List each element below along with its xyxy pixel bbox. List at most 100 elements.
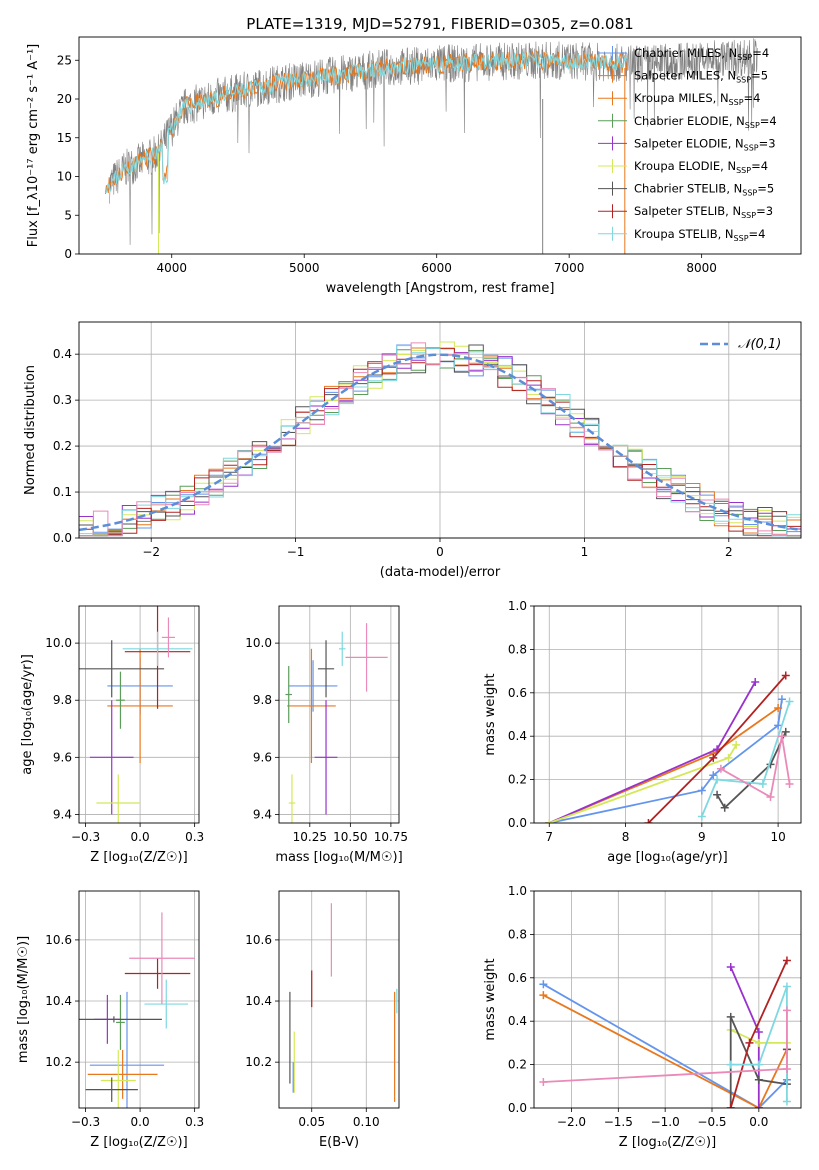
mass_vs_ebv-grid (279, 891, 399, 1108)
weight-series (545, 740, 741, 823)
point-marker (713, 790, 722, 799)
point-marker (785, 779, 794, 788)
x-axis-label: Z [log₁₀(Z/Z☉)] (90, 850, 187, 865)
x-tick-label: 0.3 (185, 1115, 204, 1129)
y-tick-label: 9.8 (253, 693, 272, 707)
age_vs_Z-plot-area (79, 606, 193, 823)
x-tick-label: 1 (581, 545, 589, 559)
data-point (100, 1049, 136, 1108)
x-tick-label: 0.3 (185, 830, 204, 844)
y-tick-label: 0 (64, 247, 72, 261)
y-tick-label: 0.0 (508, 816, 527, 830)
x-tick-label: 8 (622, 830, 630, 844)
legend-entry: Salpeter STELIB, NSSP=3 (634, 204, 773, 220)
y-tick-label: 0.8 (508, 642, 527, 656)
data-point (89, 991, 165, 1108)
legend-entry: Kroupa MILES, NSSP=4 (634, 91, 760, 107)
x-tick-label: 10.75 (374, 830, 408, 844)
point-marker (754, 1038, 763, 1047)
observed-spectrum (109, 38, 758, 245)
weight-series (539, 1006, 791, 1086)
spectrum-panel: 4000 5000 6000 7000 8000 0 5 10 15 20 25 wavelength… (26, 36, 802, 296)
x-tick-label: −1 (287, 545, 305, 559)
x-tick-label: 8000 (686, 261, 717, 275)
mass_vs_Z-frame (78, 890, 200, 1109)
y-axis-label: mass weight (483, 958, 498, 1040)
y-tick-label: 10.6 (45, 933, 72, 947)
y-tick-label: 0.4 (508, 1014, 527, 1028)
point-marker (782, 1064, 791, 1073)
weight-series (545, 695, 786, 823)
weight_vs_Z-panel: −2.0 −1.5 −1.0 −0.5 0.0 0.0 0.2 0.4 0.6 0.8 1.0 Z [… (483, 884, 802, 1150)
data-point (317, 640, 335, 698)
y-axis-label: mass [log₁₀(M/M☉)] (16, 936, 31, 1063)
point-marker (726, 1060, 735, 1069)
mass_vs_Z-panel: −0.3 0.0 0.3 10.2 10.4 10.6 Z [log₁₀(Z/Z☉)] mas… (16, 890, 204, 1150)
age_vs_Z-panel: −0.3 0.0 0.3 9.4 9.6 9.8 10.0 Z [log₁₀(Z/Z☉)] ag… (20, 605, 204, 865)
normal-curve (79, 353, 801, 532)
point-marker (774, 721, 783, 730)
legend-entry: Salpeter ELODIE, NSSP=3 (634, 136, 776, 152)
point-marker (716, 764, 725, 773)
point-marker (774, 703, 783, 712)
spectrum-legend: Chabrier MILES, NSSP=4 Salpeter MILES, NS… (598, 46, 777, 243)
series-line (720, 736, 791, 799)
residuals-frame (78, 321, 802, 539)
y-tick-label: 0.0 (508, 1101, 527, 1115)
x-tick-label: −0.3 (71, 1115, 100, 1129)
weight-series (726, 962, 763, 1108)
weight-series (697, 697, 794, 821)
point-marker (777, 695, 786, 704)
y-tick-label: 0.6 (508, 971, 527, 985)
point-marker (709, 753, 718, 762)
weight-series (713, 727, 790, 812)
mass_vs_Z-grid (79, 891, 199, 1108)
y-tick-label: 10.0 (45, 636, 72, 650)
y-tick-label: 0.3 (53, 393, 72, 407)
x-tick-label: 7 (545, 830, 553, 844)
x-tick-label: 2 (725, 545, 733, 559)
age_vs_Z-grid (79, 606, 199, 823)
mass_vs_ebv-plot-area (289, 903, 398, 1102)
data-point (144, 979, 189, 1029)
point-marker (754, 1075, 763, 1084)
data-point (288, 774, 296, 823)
legend-entry: Chabrier ELODIE, NSSP=4 (634, 114, 777, 130)
data-point (85, 1077, 138, 1102)
y-tick-label: 0.1 (53, 485, 72, 499)
residuals-panel: −2 −1 0 1 2 0.0 0.1 0.2 0.3 0.4 (data-model)/error… (23, 321, 802, 580)
data-point (116, 671, 125, 729)
data-point (314, 700, 338, 815)
legend-entry: 𝒩(0,1) (738, 337, 781, 352)
data-point (96, 774, 141, 823)
weight_vs_Z-plot-area (539, 956, 791, 1108)
x-axis-label: mass [log₁₀(M/M☉)] (275, 850, 402, 865)
x-tick-label: 0.0 (749, 1115, 768, 1129)
y-axis-label: Normed distribution (23, 365, 38, 495)
point-marker (758, 779, 767, 788)
y-tick-label: 0.2 (53, 439, 72, 453)
point-marker (726, 1104, 735, 1108)
residuals-plot-area (79, 341, 801, 537)
point-marker (644, 819, 653, 823)
data-point (87, 1049, 158, 1099)
legend-entry: Salpeter MILES, NSSP=5 (634, 69, 768, 85)
y-tick-label: 0.2 (508, 1058, 527, 1072)
y-tick-label: 0.0 (53, 531, 72, 545)
weight-series (726, 956, 791, 1108)
point-marker (697, 786, 706, 795)
age_vs_mass-plot-area (285, 623, 388, 823)
x-tick-label: 0.0 (131, 1115, 150, 1129)
data-point (161, 617, 175, 658)
y-tick-label: 0.2 (508, 773, 527, 787)
y-tick-label: 9.6 (53, 750, 72, 764)
point-marker (726, 962, 735, 971)
y-tick-label: 0.8 (508, 927, 527, 941)
weight_vs_age-panel: 7 8 9 10 0.0 0.2 0.4 0.6 0.8 1.0 age [log₁₀(age/yr… (483, 599, 802, 865)
legend-entry: Chabrier MILES, NSSP=4 (634, 46, 769, 62)
weight-series (644, 671, 790, 823)
series-line (729, 966, 760, 1108)
weight_vs_age-plot-area (545, 671, 794, 823)
x-tick-label: 5000 (289, 261, 320, 275)
x-axis-label: wavelength [Angstrom, rest frame] (326, 281, 555, 296)
